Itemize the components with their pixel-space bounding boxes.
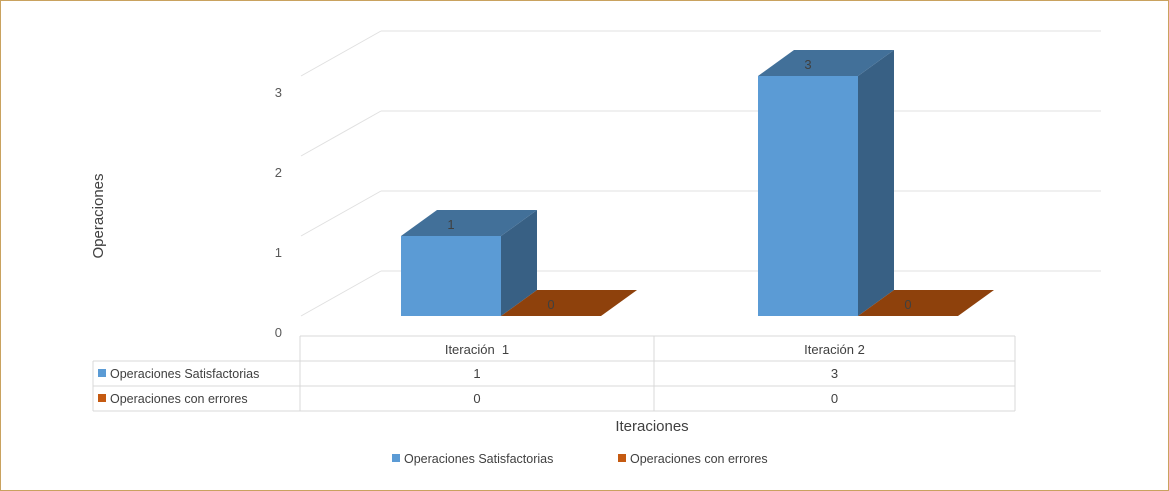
- table-cell-value: 1: [473, 366, 480, 381]
- bar-top: [501, 290, 637, 316]
- bar-data-label: 3: [804, 57, 811, 72]
- bar-data-label: 0: [547, 297, 554, 312]
- y-tick-label: 3: [275, 85, 282, 100]
- table-cell-value: 0: [831, 391, 838, 406]
- table-series-swatch: [98, 369, 106, 377]
- table-series-swatch: [98, 394, 106, 402]
- legend: Operaciones Satisfactorias Operaciones c…: [392, 452, 768, 466]
- legend-label-errores: Operaciones con errores: [630, 452, 768, 466]
- table-series-label: Operaciones Satisfactorias: [110, 367, 259, 381]
- legend-label-satisfactorias: Operaciones Satisfactorias: [404, 452, 553, 466]
- bar-front: [401, 236, 501, 316]
- table-cell-value: 3: [831, 366, 838, 381]
- bar-data-label: 1: [447, 217, 454, 232]
- table-category-label: Iteración 2: [804, 342, 865, 357]
- bars: 1 0 3 0: [401, 50, 994, 316]
- bar-top: [858, 290, 994, 316]
- bar-front: [758, 76, 858, 316]
- legend-swatch-satisfactorias: [392, 454, 400, 462]
- bar-top: [758, 50, 894, 76]
- y-axis-ticks: 0 1 2 3: [275, 85, 282, 340]
- gridline-side: [300, 270, 382, 317]
- gridline-side: [300, 30, 382, 77]
- table-cell-value: 0: [473, 391, 480, 406]
- x-axis-title: Iteraciones: [615, 418, 688, 435]
- y-tick-label: 0: [275, 325, 282, 340]
- bar-top: [401, 210, 537, 236]
- table-series-label: Operaciones con errores: [110, 392, 248, 406]
- gridline-side: [300, 110, 382, 157]
- data-table: Iteración 1 Iteración 2 Operaciones Satisf…: [92, 335, 1016, 412]
- bar-side: [501, 210, 537, 316]
- table-category-label: Iteración 1: [445, 342, 509, 357]
- bar-data-label: 0: [904, 297, 911, 312]
- gridline-side: [300, 190, 382, 237]
- y-tick-label: 1: [275, 245, 282, 260]
- bar-side: [858, 50, 894, 316]
- legend-swatch-errores: [618, 454, 626, 462]
- y-tick-label: 2: [275, 165, 282, 180]
- y-axis-title: Operaciones: [90, 173, 107, 258]
